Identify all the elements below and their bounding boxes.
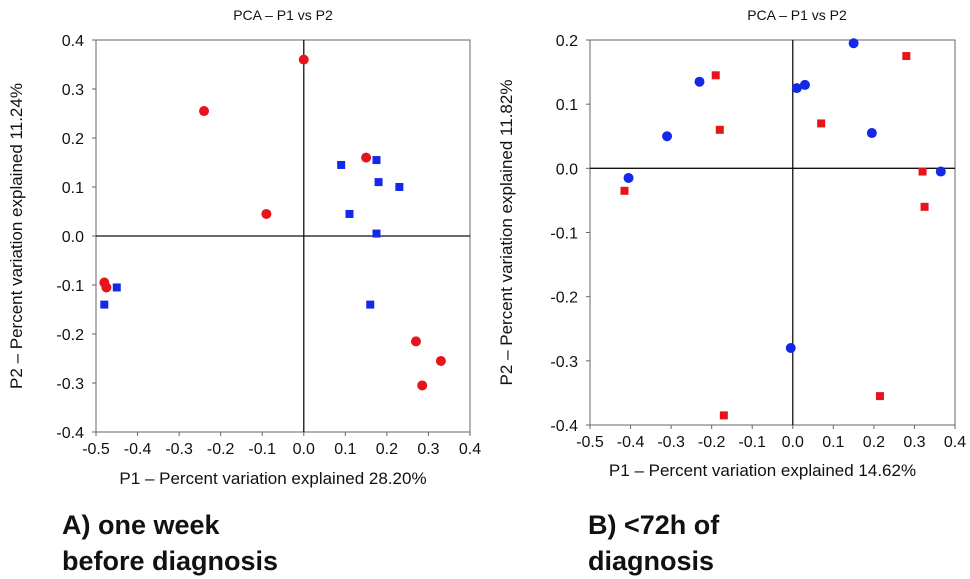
data-point-circle-a [361, 152, 372, 163]
x-tick-label-b: 0.4 [944, 434, 966, 451]
data-point-square-a [345, 209, 354, 218]
x-tick-label-a: 0.4 [459, 441, 481, 458]
data-point-circle-b [791, 83, 802, 94]
y-tick-label-b: -0.3 [550, 354, 578, 371]
caption-a: A) one week before diagnosis [62, 507, 278, 579]
data-point-square-a [100, 300, 109, 309]
data-point-square-a [337, 160, 346, 169]
data-point-square-a [366, 300, 375, 309]
data-point-circle-a [410, 336, 421, 347]
plot-frame-b [589, 39, 956, 426]
panel-b: PCA – P1 vs P2 -0.5 -0.4 -0.3 -0.2 -0.1 0.0 0.1… [485, 0, 970, 575]
x-tick-label-b: -0.4 [617, 434, 645, 451]
caption-b: B) <72h of diagnosis [588, 507, 719, 579]
y-tick-label-a: 0.1 [62, 180, 84, 197]
x-tick-label-a: 0.0 [293, 441, 315, 458]
data-point-circle-b [785, 343, 796, 353]
data-point-circle-b [799, 79, 810, 90]
y-tick-label-a: -0.1 [56, 278, 84, 295]
data-point-circle-b [935, 166, 946, 177]
pca-chart-b: PCA – P1 vs P2-0.5 -0.4 -0.3 -0.2 -0.1 0.0 0.1… [497, 7, 966, 480]
x-tick-label-a: -0.4 [124, 441, 152, 458]
y-tick-label-b: -0.2 [550, 290, 578, 307]
data-point-square-a [372, 156, 381, 165]
x-tick-label-b: -0.3 [657, 434, 685, 451]
data-point-square-b [817, 119, 826, 128]
y-tick-label-a: -0.3 [56, 376, 84, 393]
data-point-square-b [711, 71, 720, 80]
x-axis-title-a: P1 – Percent variation explained 28.20% [119, 469, 426, 488]
caption-a-line2: before diagnosis [62, 546, 279, 576]
y-tick-label-a: -0.4 [56, 425, 84, 442]
data-point-circle-a [261, 208, 272, 219]
x-tick-label-b: -0.5 [576, 434, 604, 451]
data-point-circle-a [417, 380, 428, 391]
data-point-square-b [902, 52, 911, 61]
x-axis-title-b: P1 – Percent variation explained 14.62% [609, 461, 916, 480]
y-tick-label-a: 0.2 [62, 131, 84, 148]
data-point-circle-b [866, 128, 877, 139]
data-point-circle-a [199, 106, 210, 117]
x-tick-label-a: 0.1 [334, 441, 356, 458]
x-tick-label-a: -0.3 [165, 441, 193, 458]
x-tick-label-b: 0.3 [903, 434, 925, 451]
x-tick-label-a: -0.5 [82, 441, 110, 458]
x-tick-label-a: 0.2 [376, 441, 398, 458]
chart-title-b: PCA – P1 vs P2 [747, 7, 847, 23]
data-point-circle-b [623, 172, 634, 183]
caption-b-line2: diagnosis [588, 546, 715, 576]
y-tick-label-b: 0.2 [556, 33, 578, 50]
data-point-square-b [918, 167, 927, 176]
y-tick-label-b: 0.1 [556, 97, 578, 114]
x-tick-label-a: -0.1 [248, 441, 276, 458]
data-point-circle-b [694, 76, 705, 87]
data-point-square-b [715, 125, 724, 134]
data-point-circle-b [662, 131, 673, 142]
y-tick-label-a: 0.4 [62, 33, 84, 50]
data-point-square-a [374, 178, 383, 187]
data-point-square-b [875, 392, 884, 401]
y-axis-title-b: P2 – Percent variation explained 11.82% [497, 80, 516, 386]
y-tick-label-a: 0.3 [62, 82, 84, 99]
x-tick-label-b: 0.0 [782, 434, 804, 451]
data-point-circle-b [848, 38, 859, 49]
data-point-square-b [719, 411, 728, 420]
data-point-square-a [112, 283, 121, 292]
data-point-square-a [372, 229, 381, 238]
y-tick-label-b: 0.0 [556, 161, 578, 178]
data-point-circle-a [298, 54, 309, 65]
x-tick-label-a: -0.2 [207, 441, 235, 458]
x-tick-label-b: 0.2 [863, 434, 885, 451]
data-point-circle-a [101, 282, 112, 293]
y-tick-label-a: 0.0 [62, 229, 84, 246]
panel-a: PCA – P1 vs P2 -0.5 -0.4 -0.3 -0.2 -0.1 0.0 0.1… [0, 0, 485, 575]
y-tick-label-b: -0.1 [550, 226, 578, 243]
data-point-square-b [620, 186, 629, 195]
x-tick-label-b: 0.1 [822, 434, 844, 451]
pca-chart-a: PCA – P1 vs P2-0.5 -0.4 -0.3 -0.2 -0.1 0.0 0.1… [7, 7, 481, 488]
y-tick-label-a: -0.2 [56, 327, 84, 344]
x-tick-label-b: -0.1 [738, 434, 766, 451]
caption-b-line1: B) <72h of [588, 510, 720, 540]
caption-a-line1: A) one week [62, 510, 220, 540]
data-point-square-b [920, 202, 929, 211]
data-point-circle-a [435, 355, 446, 366]
y-tick-label-b: -0.4 [550, 418, 578, 435]
data-point-square-a [395, 183, 404, 191]
x-tick-label-b: -0.2 [698, 434, 726, 451]
chart-title-a: PCA – P1 vs P2 [233, 7, 333, 23]
y-axis-title-a: P2 – Percent variation explained 11.24% [7, 83, 26, 389]
x-tick-label-a: 0.3 [417, 441, 439, 458]
